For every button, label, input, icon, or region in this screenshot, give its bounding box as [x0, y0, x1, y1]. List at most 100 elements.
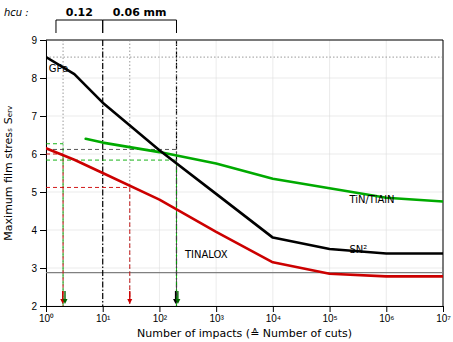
- annotation: TINALOX: [184, 249, 228, 260]
- x-tick: 10¹: [96, 306, 111, 324]
- y-tick-mark: [40, 154, 46, 155]
- y-tick-label: 8: [31, 73, 37, 84]
- x-tick-mark: [103, 306, 104, 312]
- y-tick-mark: [40, 230, 46, 231]
- grid: [46, 40, 443, 306]
- x-tick-mark: [386, 306, 387, 312]
- x-tick: 10⁶: [379, 306, 394, 324]
- grid-line-x: [272, 40, 273, 306]
- x-tick-label: 10¹: [96, 313, 111, 324]
- arrow-shaft: [64, 291, 65, 300]
- grid-line-y: [46, 40, 443, 41]
- frame-right: [443, 40, 444, 306]
- y-tick: 7: [31, 111, 46, 122]
- x-tick-label: 10⁰: [39, 313, 54, 324]
- grid-line-y: [46, 192, 443, 193]
- x-tick-label: 10⁷: [436, 313, 451, 324]
- grid-line-y: [46, 116, 443, 117]
- reference-line: [46, 57, 443, 58]
- y-tick-label: 6: [31, 149, 37, 160]
- bracket: [56, 20, 103, 33]
- y-tick: 5: [31, 187, 46, 198]
- bracket-label: 0.12: [66, 6, 93, 19]
- grid-line-y: [46, 268, 443, 269]
- y-tick-mark: [40, 268, 46, 269]
- y-tick: 2: [31, 301, 46, 312]
- x-axis-line: [47, 307, 444, 313]
- arrow-head: [175, 299, 180, 304]
- grid-line-x: [216, 40, 217, 306]
- x-tick-label: 10⁶: [379, 313, 394, 324]
- y-tick-mark: [40, 306, 46, 307]
- guide-line: [46, 160, 176, 306]
- arrows: [60, 291, 180, 304]
- x-tick: 10³: [209, 306, 224, 324]
- annotation: SN²: [349, 244, 367, 255]
- x-tick: 10⁴: [266, 306, 281, 324]
- arrow-shaft: [175, 291, 176, 300]
- grid-line-x: [329, 40, 330, 306]
- arrow: [62, 291, 67, 304]
- x-tick: 10⁵: [322, 306, 337, 324]
- y-tick-mark: [40, 78, 46, 79]
- grid-line-y: [46, 230, 443, 231]
- y-tick-label: 3: [31, 263, 37, 274]
- x-tick: 10⁰: [39, 306, 54, 324]
- grid-line-x: [159, 40, 160, 306]
- y-tick-mark: [40, 40, 46, 41]
- x-tick: 10⁷: [436, 306, 451, 324]
- y-tick-label: 9: [31, 35, 37, 46]
- x-tick-label: 10³: [209, 313, 224, 324]
- x-tick-label: 10²: [153, 313, 168, 324]
- chart: 10⁰10¹10²10³10⁴10⁵10⁶10⁷23456789TiN/TiAl…: [0, 0, 453, 342]
- data-area: [46, 40, 443, 306]
- y-tick: 9: [31, 35, 46, 46]
- arrow-shaft: [177, 291, 178, 300]
- y-tick: 4: [31, 225, 46, 236]
- guide-line: [46, 144, 63, 306]
- x-tick-mark: [330, 306, 331, 312]
- x-tick-label: 10⁵: [322, 313, 337, 324]
- bracket-label: 0.06 mm: [113, 6, 167, 19]
- y-axis-title: Maximum film stresₛ Sₑᵣᵥ: [2, 105, 15, 240]
- x-axis-title: Number of impacts (≙ Number of cuts): [137, 327, 352, 340]
- guide-line: [46, 187, 130, 306]
- x-tick-label: 10⁴: [266, 313, 281, 324]
- y-tick: 8: [31, 73, 46, 84]
- annotation: GPa: [49, 63, 68, 74]
- arrow-shaft: [62, 291, 63, 300]
- grid-line-x: [386, 40, 387, 306]
- bracket: [103, 20, 177, 33]
- grid-line-y: [46, 154, 443, 155]
- grid-line-y: [46, 78, 443, 79]
- y-tick: 6: [31, 149, 46, 160]
- series-line: [86, 139, 443, 202]
- y-axis-line: [40, 41, 47, 307]
- x-tick-mark: [159, 306, 160, 312]
- plot: 10⁰10¹10²10³10⁴10⁵10⁶10⁷23456789TiN/TiAl…: [4, 6, 451, 324]
- arrow-head: [127, 299, 132, 304]
- y-axis: 2 3 4 5 6 7 8 9: [31, 35, 46, 312]
- bracket-title: hcu :: [4, 7, 29, 18]
- x-tick-mark: [216, 306, 217, 312]
- guide-line: [46, 154, 63, 306]
- x-tick-mark: [273, 306, 274, 312]
- y-tick-mark: [40, 116, 46, 117]
- y-tick: 3: [31, 263, 46, 274]
- arrow: [127, 291, 132, 304]
- x-axis: 10⁰ 10¹ 10² 10³ 10⁴ 10⁵ 10⁶ 10⁷: [39, 306, 451, 324]
- frame-top: [46, 40, 443, 41]
- arrow-head: [62, 299, 67, 304]
- grid-line-x: [443, 40, 444, 306]
- y-tick-label: 5: [31, 187, 37, 198]
- y-tick-label: 7: [31, 111, 37, 122]
- y-tick-label: 2: [31, 301, 37, 312]
- arrow-shaft: [129, 291, 130, 300]
- x-tick: 10²: [153, 306, 168, 324]
- y-tick-mark: [40, 192, 46, 193]
- y-tick-label: 4: [31, 225, 37, 236]
- x-tick-mark: [443, 306, 444, 312]
- arrow: [175, 291, 180, 304]
- series-line: [46, 57, 443, 253]
- guide-line: [46, 149, 176, 306]
